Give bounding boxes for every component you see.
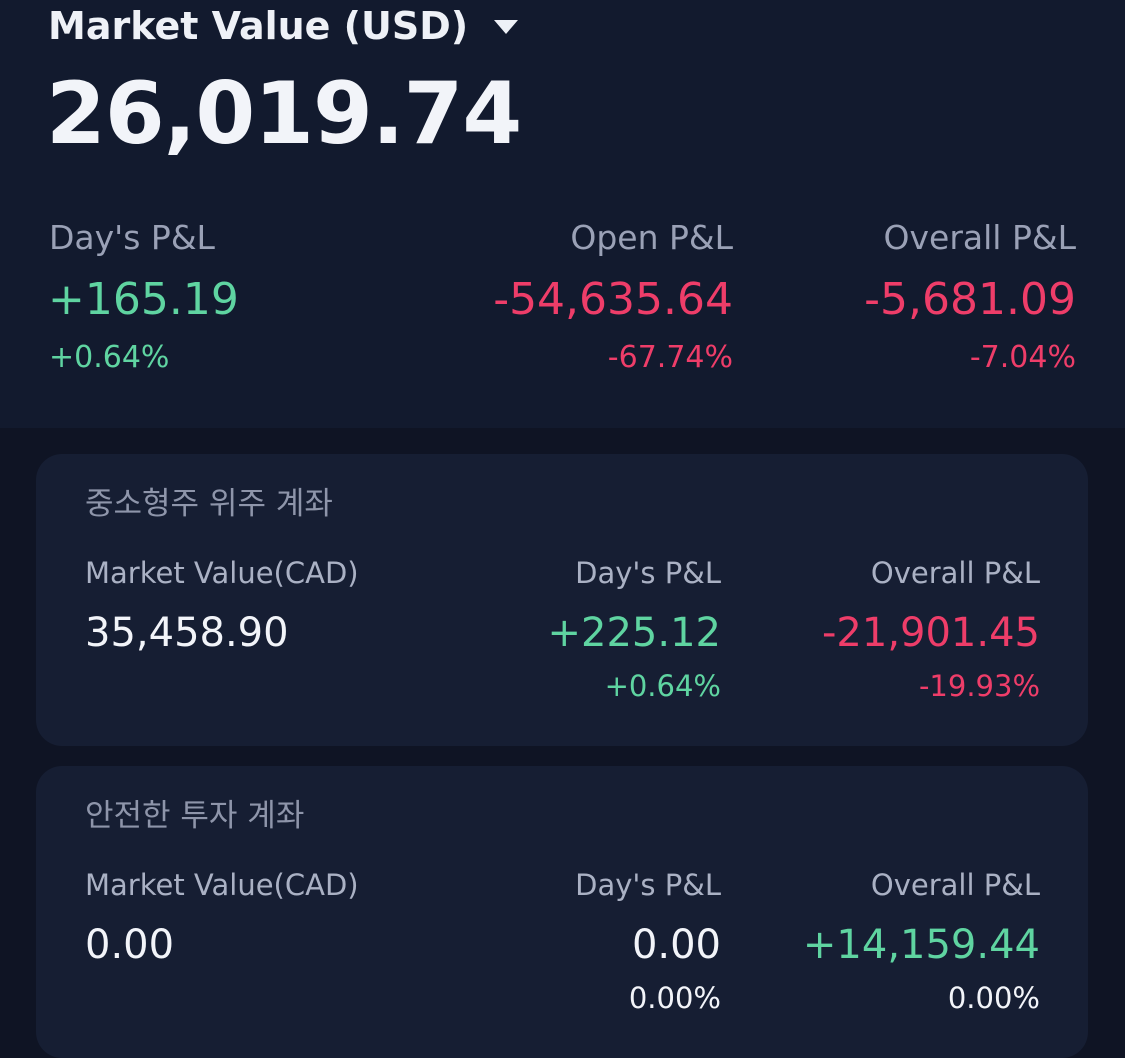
account-market-value-label: Market Value(CAD)	[85, 556, 359, 590]
account-name: 안전한 투자 계좌	[85, 798, 305, 834]
account-market-value: 0.00	[85, 922, 175, 968]
account-days-pnl-label: Day's P&L	[575, 556, 721, 590]
account-overall-pnl-pct: -19.93%	[918, 669, 1040, 703]
account-days-pnl-value: +225.12	[547, 610, 721, 656]
currency-selector[interactable]: Market Value (USD)	[48, 4, 519, 48]
account-overall-pnl-label: Overall P&L	[870, 868, 1040, 902]
overall-pnl-value: -5,681.09	[864, 274, 1076, 325]
days-pnl-label: Day's P&L	[49, 218, 215, 257]
caret-down-icon	[494, 20, 519, 34]
portfolio-summary: Market Value (USD) 26,019.74 Day's P&L +…	[0, 0, 1125, 428]
account-days-pnl-pct: +0.64%	[604, 669, 721, 703]
overall-pnl-pct: -7.04%	[969, 340, 1076, 375]
days-pnl-pct: +0.64%	[49, 340, 170, 375]
days-pnl-value: +165.19	[48, 274, 239, 325]
open-pnl-value: -54,635.64	[493, 274, 733, 325]
account-overall-pnl-label: Overall P&L	[870, 556, 1040, 590]
account-overall-pnl-value: +14,159.44	[802, 922, 1040, 968]
overall-pnl-label: Overall P&L	[883, 218, 1076, 257]
market-value-title: Market Value (USD)	[48, 4, 469, 48]
account-market-value-label: Market Value(CAD)	[85, 868, 359, 902]
open-pnl-pct: -67.74%	[607, 340, 733, 375]
account-card[interactable]: 안전한 투자 계좌 Market Value(CAD) 0.00 Day's P…	[36, 766, 1088, 1058]
account-days-pnl-value: 0.00	[631, 922, 721, 968]
total-market-value: 26,019.74	[46, 64, 522, 164]
account-days-pnl-label: Day's P&L	[575, 868, 721, 902]
account-market-value: 35,458.90	[85, 610, 289, 656]
open-pnl-label: Open P&L	[570, 218, 733, 257]
account-overall-pnl-pct: 0.00%	[947, 981, 1040, 1015]
account-name: 중소형주 위주 계좌	[85, 486, 333, 522]
account-days-pnl-pct: 0.00%	[628, 981, 721, 1015]
account-card[interactable]: 중소형주 위주 계좌 Market Value(CAD) 35,458.90 D…	[36, 454, 1088, 746]
account-overall-pnl-value: -21,901.45	[821, 610, 1040, 656]
